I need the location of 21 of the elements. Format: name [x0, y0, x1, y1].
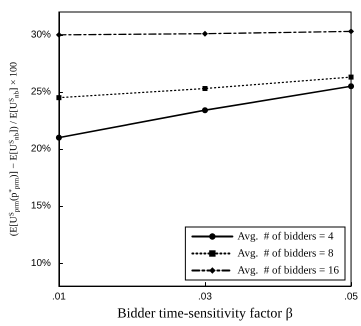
y-tick-label: 20% — [30, 144, 52, 155]
y-tick-label: 25% — [30, 86, 52, 98]
legend-label: Avg. # of bidders = 8 — [237, 248, 334, 260]
x-tick-label: .01 — [52, 292, 66, 303]
point — [56, 95, 62, 100]
point — [348, 83, 354, 90]
y-tick-label: 30% — [30, 29, 52, 40]
legend-label: Avg. # of bidders = 4 — [237, 230, 334, 242]
point — [202, 86, 208, 92]
legend-label: Avg. # of bidders = 16 — [237, 264, 340, 276]
point — [56, 134, 62, 141]
point — [348, 28, 354, 34]
point — [202, 30, 208, 37]
x-tick-label: .03 — [198, 292, 212, 303]
y-tick-label: 15% — [30, 200, 52, 212]
x-axis-title: Bidder time-sensitivity factor β — [117, 306, 293, 322]
point — [202, 107, 208, 114]
y-tick-label: 10% — [30, 258, 52, 269]
point — [348, 74, 354, 80]
point — [56, 32, 62, 38]
x-tick-label: .05 — [344, 292, 358, 303]
